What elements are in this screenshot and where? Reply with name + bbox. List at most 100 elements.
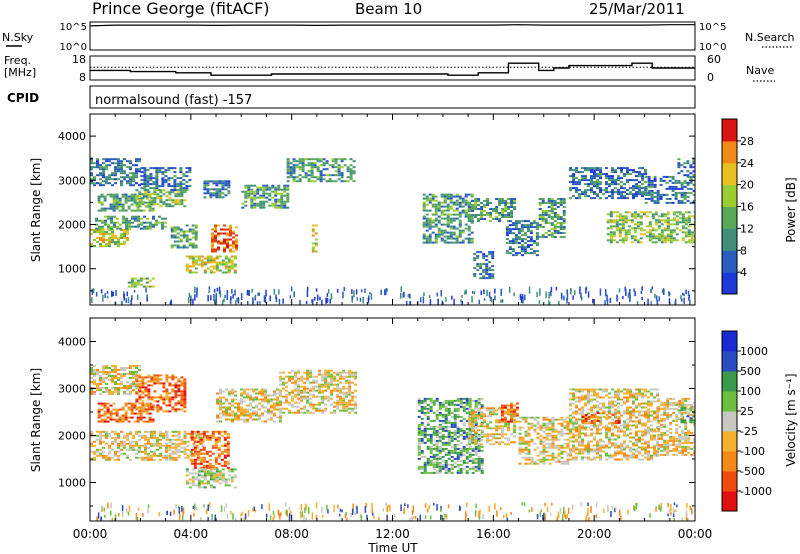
heatmap-cell-2152 — [624, 215, 628, 218]
heatmap-cell-428 — [130, 404, 134, 407]
heatmap-cell-1358 — [446, 237, 450, 240]
heatmap-cell-291 — [155, 221, 158, 224]
heatmap-cell-2253 — [660, 219, 664, 222]
heatmap-cell-1885 — [578, 171, 581, 174]
heatmap-cell-505 — [143, 175, 147, 178]
heatmap-cell-899 — [215, 192, 219, 195]
heatmap-cell-1768 — [541, 216, 545, 218]
heatmap-cell-1730 — [529, 244, 533, 247]
heatmap-cell-321 — [153, 434, 156, 437]
heatmap-cell-1189 — [343, 164, 347, 167]
heatmap-cell-2159 — [624, 235, 628, 238]
heatmap-cell-280 — [146, 225, 149, 228]
heatmap-speckle-227 — [275, 294, 277, 300]
heatmap-cell-338 — [115, 199, 119, 202]
heatmap-cell-1583 — [513, 206, 517, 208]
heatmap-cell-2199 — [639, 223, 643, 226]
heatmap-cell-1929 — [468, 399, 472, 402]
heatmap-cell-934 — [244, 194, 248, 197]
heatmap-cell-72 — [111, 391, 114, 393]
heatmap-speckle-55 — [256, 301, 259, 305]
heatmap-cell-226 — [110, 215, 113, 218]
heatmap-cell-2336 — [687, 211, 691, 214]
heatmap-cell-311 — [100, 203, 104, 206]
heatmap-cell-1099 — [301, 170, 305, 173]
heatmap-cell-1813 — [553, 212, 557, 214]
heatmap-cell-1859 — [569, 167, 572, 170]
heatmap-speckle-188 — [403, 291, 405, 298]
heatmap-cell-2127 — [615, 229, 619, 232]
heatmap-cell-1433 — [464, 195, 468, 198]
heatmap-cell-145 — [96, 241, 99, 243]
heatmap-cell-1905 — [584, 183, 587, 186]
heatmap-cell-298 — [144, 458, 147, 461]
heatmap-cell-669 — [194, 234, 198, 237]
heatmap-cell-938 — [200, 486, 204, 489]
heatmap-cell-580 — [165, 390, 169, 393]
heatmap-cell-2499 — [683, 174, 687, 177]
heatmap-cell-2220 — [648, 233, 652, 236]
heatmap-cell-1434 — [330, 403, 334, 406]
heatmap-cell-1634 — [491, 273, 495, 276]
heatmap-cell-2048 — [632, 171, 635, 174]
heatmap-cell-1129 — [316, 158, 320, 161]
heatmap-cell-542 — [155, 185, 159, 188]
heatmap-cell-1511 — [348, 387, 352, 390]
heatmap-cell-1948 — [596, 185, 599, 188]
heatmap-cell-369 — [100, 404, 104, 407]
heatmap-cell-800 — [199, 442, 203, 445]
heatmap-cell-840 — [211, 436, 215, 439]
heatmap-cell-860 — [217, 436, 221, 439]
heatmap-cell-1719 — [438, 463, 442, 466]
heatmap-cell-2160 — [624, 237, 628, 240]
heatmap-cell-1236 — [422, 235, 426, 238]
heatmap-cell-1227 — [279, 407, 283, 410]
heatmap-cell-927 — [241, 190, 245, 193]
heatmap-cell-1068 — [234, 418, 237, 421]
heatmap-cell-2116 — [612, 231, 616, 234]
heatmap-speckle-39 — [461, 295, 463, 298]
heatmap-cell-2391 — [650, 195, 654, 198]
heatmap-cell-1849 — [562, 210, 566, 212]
heatmap-cell-168 — [96, 438, 99, 441]
heatmap-cell-1258 — [428, 201, 432, 204]
heatmap-cell-1287 — [297, 379, 301, 382]
heatmap-cell-175 — [111, 233, 114, 235]
heatmap-cell-31 — [99, 379, 102, 381]
heatmap-cell-359 — [124, 201, 128, 204]
heatmap-cell-838 — [211, 432, 215, 435]
heatmap-cell-305 — [97, 199, 101, 202]
heatmap-cell-1471 — [470, 239, 474, 242]
heatmap-cell-1014 — [219, 396, 222, 399]
heatmap-cell-1081 — [295, 164, 299, 167]
heatmap-cell-1995 — [611, 195, 614, 198]
heatmap-cell-1078 — [240, 392, 243, 395]
colorbar-tick-label: 20 — [740, 179, 754, 192]
heatmap-cell-1481 — [342, 391, 346, 394]
heatmap-cell-976 — [218, 474, 222, 477]
power-colorbar-label: Power [dB] — [784, 177, 798, 242]
heatmap-cell-706 — [180, 438, 184, 441]
heatmap-cell-897 — [226, 450, 230, 453]
heatmap-cell-1516 — [348, 401, 352, 404]
heatmap-cell-233 — [120, 444, 123, 447]
heatmap-cell-1375 — [449, 235, 453, 238]
heatmap-cell-769 — [190, 432, 194, 435]
heatmap-cell-0 — [90, 367, 93, 369]
colorbar-tick-label: 4 — [740, 266, 747, 279]
heatmap-cell-1345 — [309, 401, 313, 404]
heatmap-cell-1951 — [468, 451, 472, 454]
heatmap-cell-2147 — [621, 229, 625, 232]
heatmap-cell-833 — [208, 458, 212, 461]
heatmap-cell-47 — [105, 365, 108, 367]
heatmap-cell-1910 — [587, 167, 590, 170]
heatmap-cell-959 — [253, 196, 257, 199]
heatmap-cell-1895 — [462, 429, 466, 432]
heatmap-cell-2325 — [681, 239, 685, 242]
heatmap-cell-1815 — [450, 463, 454, 466]
heatmap-cell-489 — [138, 402, 142, 405]
heatmap-cell-1756 — [444, 425, 448, 428]
heatmap-cell-787 — [193, 464, 197, 467]
heatmap-cell-1580 — [420, 439, 424, 442]
date-title: 25/Mar/2011 — [589, 0, 685, 18]
